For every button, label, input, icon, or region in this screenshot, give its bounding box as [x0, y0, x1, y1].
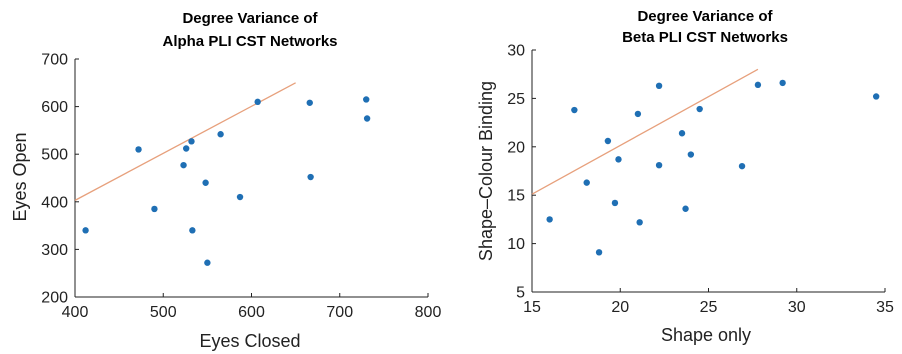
- data-point: [363, 115, 371, 122]
- data-point: [655, 82, 663, 90]
- data-point: [604, 137, 612, 145]
- fit-line: [531, 68, 759, 195]
- y-tick-label: 5: [516, 285, 525, 302]
- data-point: [151, 205, 158, 213]
- data-point: [236, 193, 244, 201]
- data-point: [636, 219, 643, 226]
- data-point: [738, 162, 746, 170]
- data-point: [180, 161, 187, 169]
- y-tick-label: 25: [507, 91, 525, 108]
- x-tick-label: 20: [611, 299, 629, 316]
- y-tick-label: 400: [41, 194, 68, 211]
- data-point: [655, 161, 663, 169]
- alpha-scatter-plot: Degree Variance of Alpha PLI CST Network…: [10, 10, 441, 351]
- y-tick-label: 10: [507, 236, 525, 253]
- data-point: [182, 145, 190, 152]
- x-axis-label: Eyes Closed: [199, 331, 300, 351]
- data-point: [571, 106, 578, 114]
- y-tick-label: 20: [507, 139, 525, 156]
- y-tick-label: 700: [41, 52, 68, 69]
- y-axis-label: Shape–Colour Binding: [476, 81, 496, 261]
- chart-title-line-2: Alpha PLI CST Networks: [162, 33, 337, 50]
- beta-scatter-plot: Degree Variance of Beta PLI CST Networks…: [476, 8, 894, 345]
- data-point: [204, 259, 211, 266]
- y-tick-label: 30: [507, 43, 525, 60]
- data-point: [189, 227, 196, 234]
- data-point: [82, 227, 89, 234]
- data-point: [306, 99, 313, 106]
- data-point: [363, 96, 370, 103]
- data-point: [779, 79, 786, 87]
- fit-line: [74, 82, 296, 201]
- chart-title-line-1: Degree Variance of: [182, 10, 318, 27]
- data-point: [202, 179, 209, 186]
- data-point: [188, 138, 195, 145]
- data-point: [682, 205, 689, 212]
- y-tick-label: 300: [41, 242, 68, 259]
- data-point: [611, 199, 619, 207]
- data-point: [634, 110, 642, 118]
- x-tick-label: 600: [238, 304, 265, 321]
- data-point: [583, 179, 590, 186]
- y-tick-label: 200: [41, 290, 68, 307]
- y-tick-label: 500: [41, 147, 68, 164]
- x-tick-label: 15: [523, 299, 541, 316]
- data-point: [687, 151, 695, 158]
- x-tick-label: 25: [700, 299, 718, 316]
- data-point: [615, 156, 622, 163]
- data-point: [754, 81, 762, 89]
- data-point: [546, 216, 553, 223]
- data-point: [307, 173, 314, 181]
- data-point: [135, 146, 142, 153]
- x-axis-label: Shape only: [661, 325, 751, 345]
- x-tick-label: 700: [326, 304, 353, 321]
- y-tick-label: 15: [507, 188, 525, 205]
- data-point: [217, 131, 224, 138]
- chart-title-line-1: Degree Variance of: [637, 8, 773, 25]
- data-point: [254, 98, 261, 106]
- y-axis-label: Eyes Open: [10, 132, 30, 221]
- x-tick-label: 500: [150, 304, 177, 321]
- x-tick-label: 35: [876, 299, 894, 316]
- x-tick-label: 400: [62, 304, 89, 321]
- x-tick-label: 30: [788, 299, 806, 316]
- data-point: [595, 249, 603, 256]
- x-tick-label: 800: [415, 304, 442, 321]
- data-point: [696, 105, 703, 113]
- y-tick-label: 600: [41, 99, 68, 116]
- chart-title-line-2: Beta PLI CST Networks: [622, 29, 788, 46]
- data-point: [872, 93, 880, 100]
- data-point: [678, 130, 686, 137]
